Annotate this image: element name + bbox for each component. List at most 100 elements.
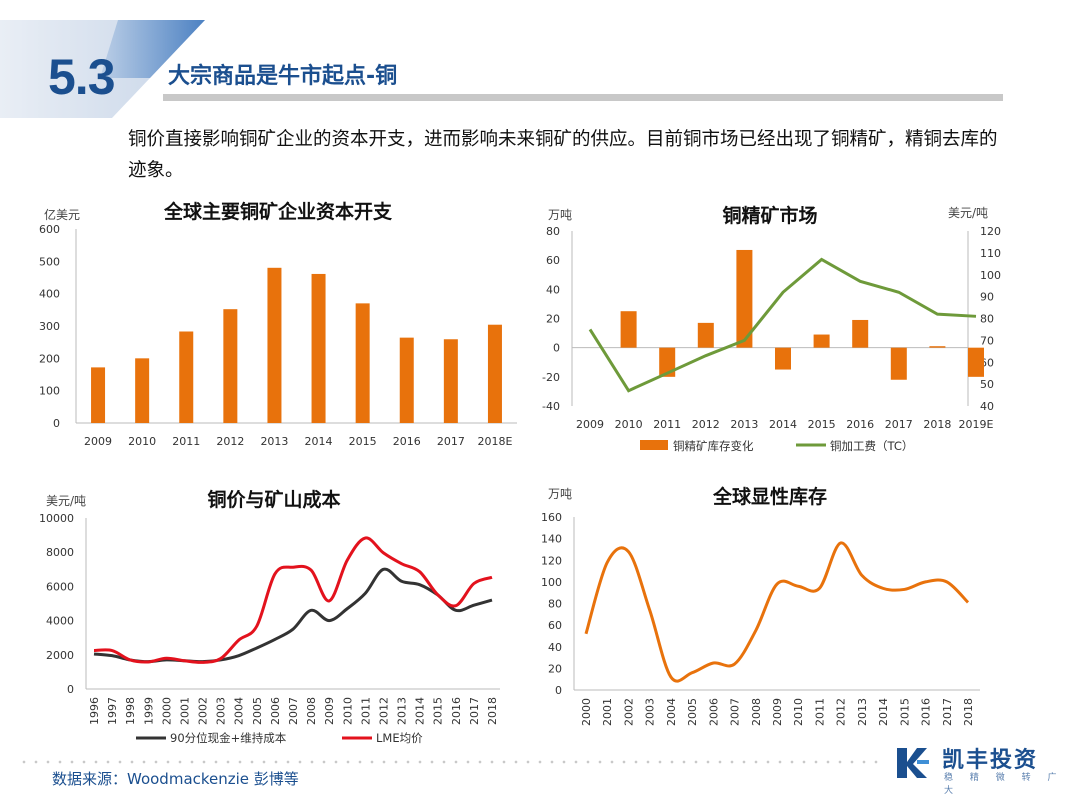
x-tick-label: 2012: [835, 698, 848, 726]
y-tick-label: 0: [53, 417, 60, 430]
bar: [399, 337, 414, 423]
x-tick-label: 2013: [856, 698, 869, 726]
x-tick-label: 2016: [393, 435, 421, 448]
y-tick-label: 0: [555, 684, 562, 697]
y-tick-label: 120: [980, 225, 1001, 238]
y-tick-label: 140: [541, 533, 562, 546]
x-tick-label: 2007: [729, 698, 742, 726]
legend-swatch-bar: [640, 440, 668, 450]
x-tick-label: 2013: [730, 418, 758, 431]
y-tick-label: 600: [39, 223, 60, 236]
x-tick-label: 2005: [251, 697, 264, 725]
bar: [223, 309, 238, 423]
y-axis-unit: 亿美元: [44, 207, 80, 222]
x-tick-label: 2014: [877, 698, 890, 726]
y-tick-label: 100: [39, 385, 60, 398]
chart-title: 全球主要铜矿企业资本开支: [163, 200, 393, 223]
bar: [736, 249, 753, 348]
y-tick-label: 50: [980, 378, 994, 391]
x-tick-label: 2011: [653, 418, 681, 431]
series-line: [93, 567, 493, 664]
x-tick-label: 2011: [172, 435, 200, 448]
x-tick-label: 2014: [414, 697, 427, 725]
x-tick-label: 2001: [601, 698, 614, 726]
intro-paragraph: 铜价直接影响铜矿企业的资本开支，进而影响未来铜矿的供应。目前铜市场已经出现了铜精…: [128, 129, 998, 181]
y-tick-label: 6000: [46, 580, 74, 593]
x-tick-label: 2002: [622, 698, 635, 726]
legend-label: 铜精矿库存变化: [673, 439, 754, 453]
x-tick-label: 2011: [359, 697, 372, 725]
legend-label: 90分位现金+维持成本: [170, 731, 287, 745]
y-tick-label: 40: [980, 400, 994, 413]
y-tick-label: 160: [541, 511, 562, 524]
bar: [487, 324, 502, 423]
y-tick-label: 20: [546, 313, 560, 326]
bar: [697, 322, 714, 348]
y-tick-label: 110: [980, 247, 1001, 260]
y-tick-label: 4000: [46, 615, 74, 628]
legend-label: LME均价: [376, 731, 423, 745]
y-tick-label: -20: [542, 371, 560, 384]
x-tick-label: 1996: [88, 697, 101, 725]
bar: [620, 311, 637, 348]
y-axis-unit: 万吨: [548, 487, 572, 501]
x-tick-label: 2017: [468, 697, 481, 725]
title-underline: [163, 94, 1003, 101]
x-tick-label: 2016: [450, 697, 463, 725]
y-tick-label: 100: [980, 269, 1001, 282]
x-tick-label: 2012: [377, 697, 390, 725]
y-tick-label: 8000: [46, 546, 74, 559]
bar: [135, 358, 150, 423]
y-tick-label: 10000: [39, 512, 74, 525]
x-tick-label: 2009: [323, 697, 336, 725]
x-tick-label: 2000: [580, 698, 593, 726]
chart-title: 铜精矿市场: [722, 204, 817, 227]
y-tick-label: 0: [67, 683, 74, 696]
x-tick-label: 2018E: [477, 435, 512, 448]
series-line: [93, 536, 493, 664]
section-title: 大宗商品是牛市起点-铜: [168, 64, 398, 89]
y-tick-label: 300: [39, 320, 60, 333]
x-tick-label: 2019E: [959, 418, 994, 431]
chart-title: 全球显性库存: [712, 485, 827, 508]
x-tick-label: 2018: [962, 698, 975, 726]
x-tick-label: 2015: [898, 698, 911, 726]
x-tick-label: 2002: [197, 697, 210, 725]
y-tick-label: 60: [548, 619, 562, 632]
x-tick-label: 2009: [576, 418, 604, 431]
x-tick-label: 2018: [486, 697, 499, 725]
y-tick-label: 400: [39, 288, 60, 301]
bar: [813, 334, 830, 348]
bar: [443, 339, 458, 423]
inventory-line: [584, 541, 970, 683]
x-tick-label: 2017: [885, 418, 913, 431]
y-tick-label: 80: [546, 225, 560, 238]
bar: [311, 273, 326, 423]
tc-line: [588, 257, 977, 393]
y-tick-label: 80: [980, 313, 994, 326]
footer-dots: [18, 760, 878, 764]
y-tick-label: 2000: [46, 649, 74, 662]
y-tick-label: 500: [39, 255, 60, 268]
x-tick-label: 2014: [305, 435, 333, 448]
legend-label: 铜加工费（TC）: [830, 439, 913, 453]
x-tick-label: 1997: [106, 697, 119, 725]
y-tick-label: 100: [541, 576, 562, 589]
y-axis-unit: 万吨: [548, 208, 572, 222]
y2-axis-unit: 美元/吨: [948, 206, 988, 220]
x-tick-label: 2017: [437, 435, 465, 448]
bar: [929, 346, 946, 348]
x-tick-label: 2016: [846, 418, 874, 431]
bar: [355, 303, 370, 423]
x-tick-label: 2012: [692, 418, 720, 431]
bar: [852, 319, 869, 348]
bar: [179, 331, 194, 423]
y-tick-label: 90: [980, 291, 994, 304]
x-tick-label: 2010: [128, 435, 156, 448]
company-logo-icon: [894, 743, 932, 781]
x-tick-label: 2011: [813, 698, 826, 726]
x-tick-label: 2004: [665, 698, 678, 726]
x-tick-label: 2015: [349, 435, 377, 448]
y-tick-label: 60: [546, 254, 560, 267]
